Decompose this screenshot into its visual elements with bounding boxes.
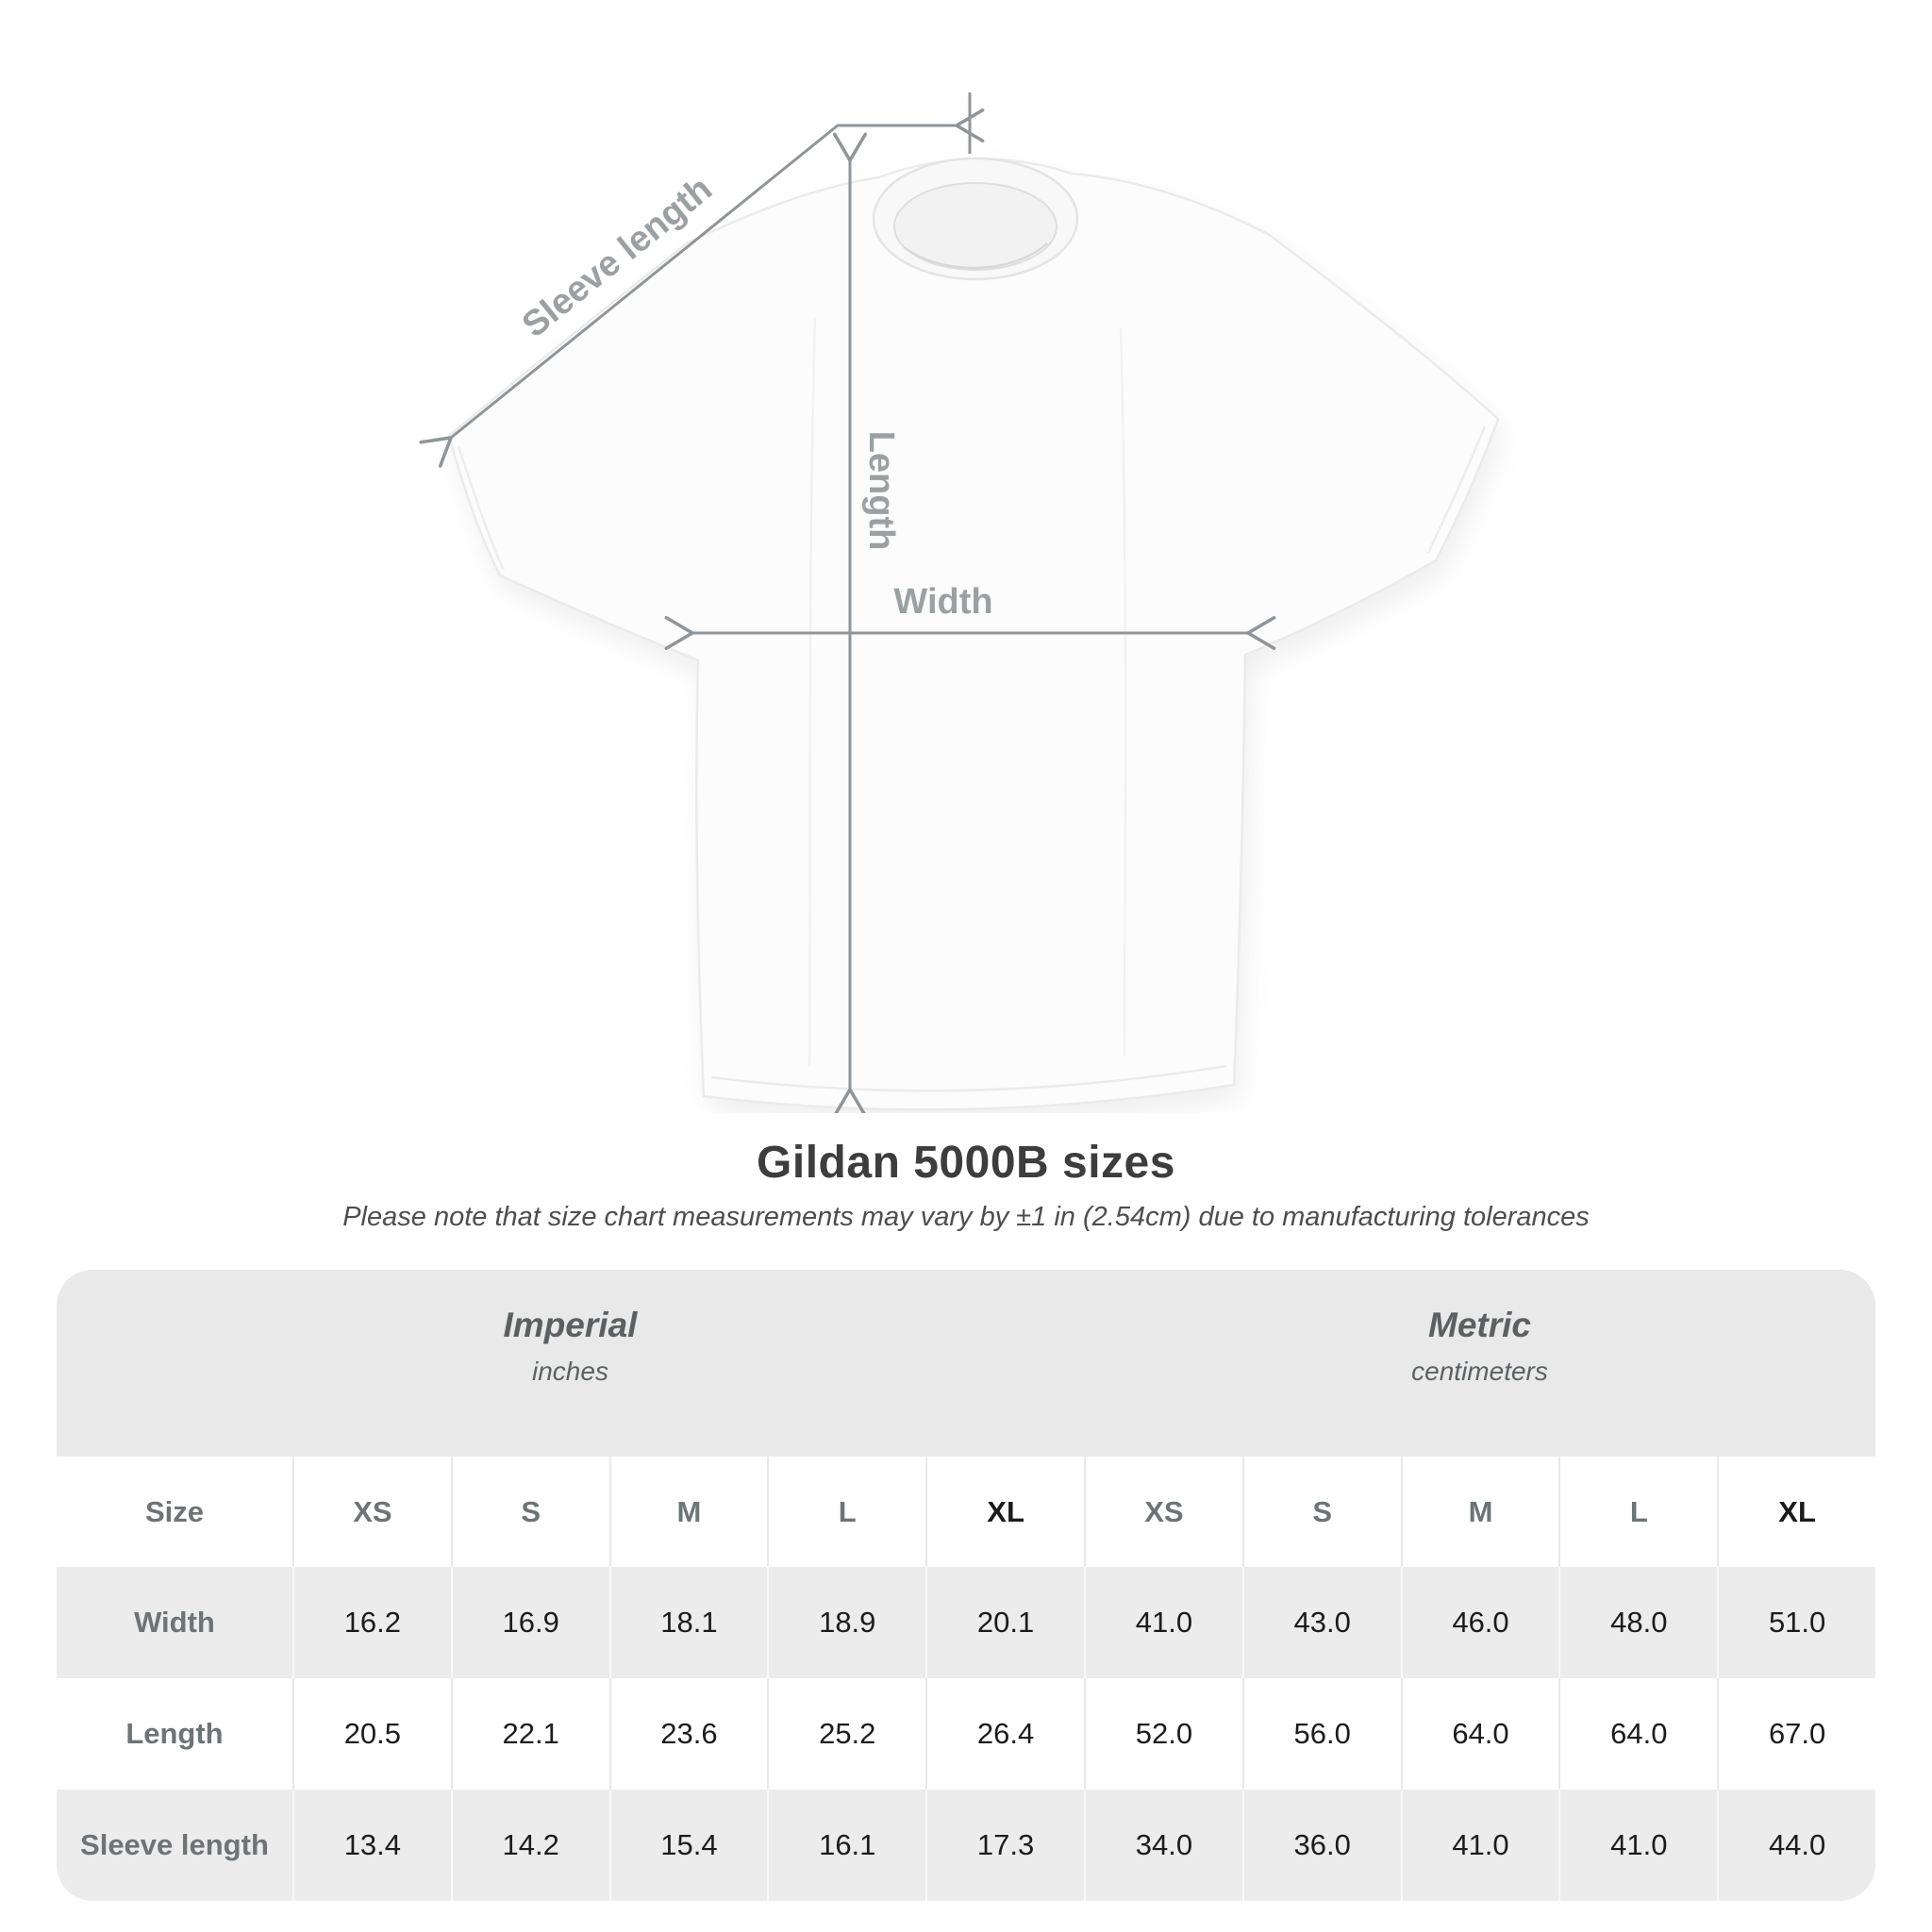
row-label-sleeve-length: Sleeve length bbox=[56, 1790, 292, 1901]
header-imperial-xs: XS bbox=[291, 1457, 451, 1567]
right-cuff-crease bbox=[1426, 425, 1487, 554]
width-label: Width bbox=[893, 582, 992, 622]
page-title: Gildan 5000B sizes bbox=[757, 1138, 1175, 1188]
cell-width-metric-xs: 41.0 bbox=[1084, 1567, 1242, 1678]
cell-width-metric-xl: 51.0 bbox=[1717, 1567, 1876, 1678]
measurement-annotations bbox=[419, 92, 1276, 1113]
cell-width-metric-m: 46.0 bbox=[1400, 1567, 1559, 1678]
tolerance-note: Please note that size chart measurements… bbox=[342, 1202, 1590, 1232]
tshirt-measurement-diagram: Sleeve length Length Width bbox=[419, 92, 1504, 1113]
size-table: Imperial inches Metric centimeters Size … bbox=[56, 1270, 1876, 1901]
header-imperial-xl: XL bbox=[925, 1457, 1085, 1567]
metric-header-group: Metric centimeters bbox=[1084, 1270, 1876, 1457]
table-row-length: Length 20.5 22.1 23.6 25.2 26.4 52.0 56.… bbox=[56, 1678, 1876, 1790]
cell-sleeve-imperial-s: 14.2 bbox=[450, 1790, 609, 1901]
cell-sleeve-imperial-l: 16.1 bbox=[767, 1790, 926, 1901]
table-row-sleeve-length: Sleeve length 13.4 14.2 15.4 16.1 17.3 3… bbox=[56, 1790, 1876, 1901]
header-imperial-s: S bbox=[450, 1457, 609, 1567]
row-label-width: Width bbox=[56, 1567, 292, 1678]
cell-length-metric-xl: 67.0 bbox=[1717, 1678, 1876, 1790]
body-crease-right bbox=[1119, 327, 1127, 1058]
imperial-header-group: Imperial inches bbox=[56, 1270, 1085, 1457]
cell-width-imperial-s: 16.9 bbox=[450, 1567, 609, 1678]
cell-sleeve-metric-xl: 44.0 bbox=[1717, 1790, 1876, 1901]
size-header-row: Size XS S M L XL XS S M L XL bbox=[56, 1457, 1876, 1567]
cell-sleeve-metric-l: 41.0 bbox=[1558, 1790, 1718, 1901]
imperial-label: Imperial bbox=[503, 1306, 638, 1344]
cell-length-imperial-xs: 20.5 bbox=[291, 1678, 451, 1790]
tshirt-graphic bbox=[447, 157, 1504, 1113]
table-row-width: Width 16.2 16.9 18.1 18.9 20.1 41.0 43.0… bbox=[56, 1567, 1876, 1678]
cell-width-imperial-l: 18.9 bbox=[767, 1567, 926, 1678]
unit-header-row: Imperial inches Metric centimeters bbox=[56, 1270, 1876, 1457]
header-imperial-l: L bbox=[767, 1457, 926, 1567]
header-metric-l: L bbox=[1558, 1457, 1718, 1567]
cell-length-metric-l: 64.0 bbox=[1558, 1678, 1718, 1790]
header-metric-xs: XS bbox=[1084, 1457, 1242, 1567]
cell-length-imperial-l: 25.2 bbox=[767, 1678, 926, 1790]
header-metric-xl: XL bbox=[1717, 1457, 1876, 1567]
cell-length-metric-s: 56.0 bbox=[1241, 1678, 1401, 1790]
cell-sleeve-metric-m: 41.0 bbox=[1400, 1790, 1559, 1901]
metric-label: Metric bbox=[1428, 1306, 1532, 1344]
cell-width-metric-l: 48.0 bbox=[1558, 1567, 1718, 1678]
cell-width-metric-s: 43.0 bbox=[1241, 1567, 1401, 1678]
metric-unit-label: centimeters bbox=[1411, 1357, 1548, 1386]
hem-stitch bbox=[710, 1064, 1227, 1092]
header-metric-m: M bbox=[1400, 1457, 1559, 1567]
cell-sleeve-imperial-xs: 13.4 bbox=[291, 1790, 451, 1901]
row-label-length: Length bbox=[56, 1678, 292, 1790]
cell-sleeve-imperial-xl: 17.3 bbox=[925, 1790, 1085, 1901]
cell-sleeve-imperial-m: 15.4 bbox=[608, 1790, 768, 1901]
cell-width-imperial-m: 18.1 bbox=[608, 1567, 768, 1678]
size-column-header: Size bbox=[56, 1457, 292, 1567]
cell-width-imperial-xs: 16.2 bbox=[291, 1567, 451, 1678]
header-metric-s: S bbox=[1241, 1457, 1401, 1567]
imperial-unit-label: inches bbox=[532, 1357, 608, 1386]
cell-length-metric-m: 64.0 bbox=[1400, 1678, 1559, 1790]
cell-sleeve-metric-s: 36.0 bbox=[1241, 1790, 1401, 1901]
cell-length-metric-xs: 52.0 bbox=[1084, 1678, 1242, 1790]
cell-width-imperial-xl: 20.1 bbox=[925, 1567, 1085, 1678]
header-imperial-m: M bbox=[608, 1457, 768, 1567]
cell-sleeve-metric-xs: 34.0 bbox=[1084, 1790, 1242, 1901]
cell-length-imperial-xl: 26.4 bbox=[925, 1678, 1085, 1790]
length-label: Length bbox=[861, 431, 901, 551]
sleeve-length-line bbox=[419, 108, 985, 468]
cell-length-imperial-m: 23.6 bbox=[608, 1678, 768, 1790]
cell-length-imperial-s: 22.1 bbox=[450, 1678, 609, 1790]
